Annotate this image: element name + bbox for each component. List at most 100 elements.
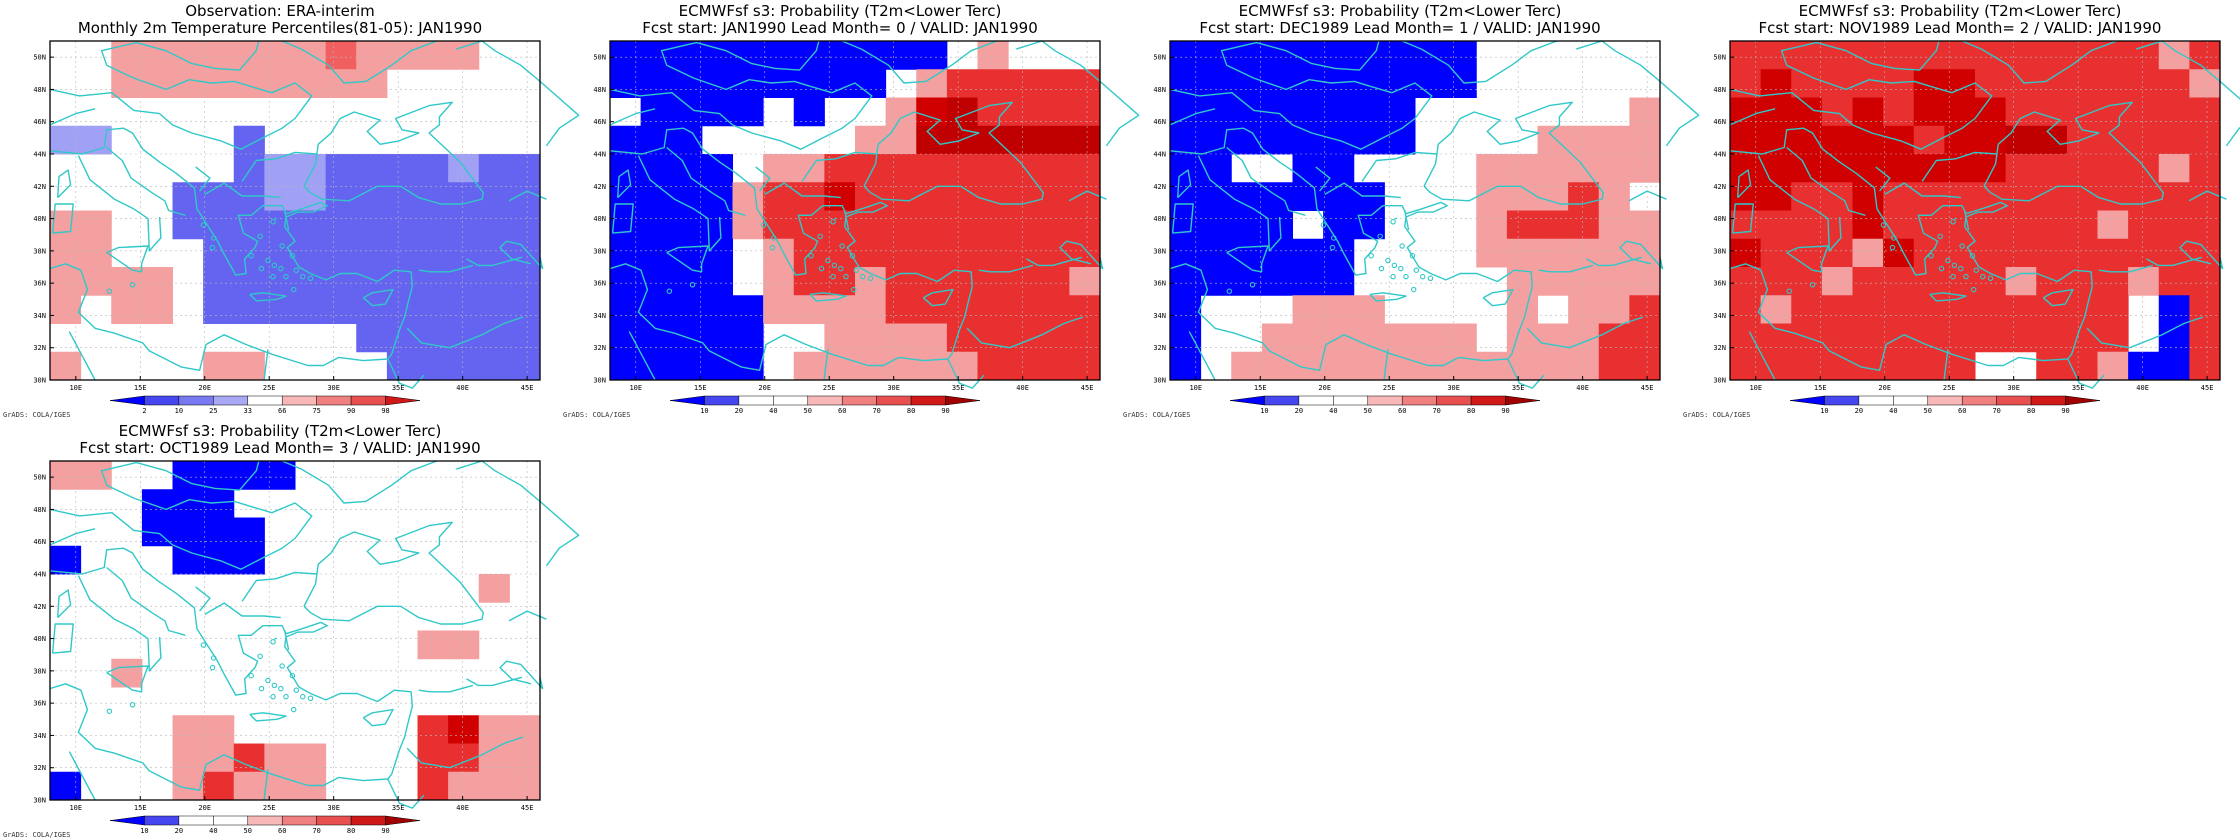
island xyxy=(290,286,297,293)
grid-cell xyxy=(1476,210,1508,240)
coastline xyxy=(455,460,580,567)
colorbar-segment xyxy=(1436,395,1472,406)
grid-cell xyxy=(1323,351,1355,381)
grid-cell xyxy=(1913,69,1945,98)
coastline xyxy=(922,288,954,307)
grid-cell xyxy=(141,295,174,324)
grid-cell xyxy=(1292,267,1324,296)
coastline xyxy=(1507,358,1545,389)
grid-cell xyxy=(1476,154,1508,183)
coastline xyxy=(49,40,313,150)
grid-cell xyxy=(2005,182,2037,211)
coastline xyxy=(1921,151,1997,182)
colorbar-segment xyxy=(1858,395,1894,406)
island xyxy=(1937,233,1943,240)
grid-cell xyxy=(1944,267,1976,296)
grid-cell xyxy=(1231,182,1263,211)
grid-cell xyxy=(1008,154,1040,183)
grid-cell xyxy=(80,267,112,296)
coastline xyxy=(609,127,973,371)
grid-cell xyxy=(203,69,235,98)
colorbar-label: 20 xyxy=(1295,407,1303,415)
lon-tick-label: 20E xyxy=(1318,384,1331,392)
grid-cell xyxy=(1200,267,1232,296)
grid-cell xyxy=(2066,238,2099,268)
grid-cell xyxy=(1913,267,1945,296)
grid-cell xyxy=(793,69,825,98)
lon-tick-label: 20E xyxy=(198,384,211,392)
coastline xyxy=(106,665,149,693)
island xyxy=(271,682,278,689)
lat-tick-label: 46N xyxy=(33,538,46,546)
grid-cell xyxy=(1038,154,1070,183)
coastline xyxy=(204,602,281,619)
coastline xyxy=(666,245,709,273)
coastline xyxy=(406,316,524,349)
grid-cell xyxy=(1791,41,1823,70)
grid-cell xyxy=(1568,182,1600,211)
grid-cell xyxy=(763,295,795,324)
grid-cell xyxy=(1791,238,1823,268)
colorbar-segment xyxy=(1996,395,2032,406)
grads-credit: GrADS: COLA/IGES xyxy=(3,411,71,419)
grid-cell xyxy=(1476,351,1508,381)
colorbar-label: 75 xyxy=(312,407,320,415)
grid-cell xyxy=(478,715,510,744)
coastline xyxy=(1943,349,1949,381)
grid-cell xyxy=(386,323,419,353)
island xyxy=(1945,257,1951,264)
grid-cell xyxy=(1069,351,1101,381)
lon-tick-label: 15E xyxy=(134,384,147,392)
coastline xyxy=(2042,288,2074,307)
island xyxy=(289,252,296,259)
grid-cell xyxy=(2158,295,2190,324)
lat-tick-label: 42N xyxy=(33,183,46,191)
grid-cell xyxy=(671,69,703,98)
grid-cell xyxy=(916,210,948,240)
grid-cell xyxy=(701,69,734,98)
grid-cell xyxy=(1323,41,1355,70)
grid-cell xyxy=(2066,295,2099,324)
coastline xyxy=(284,210,290,231)
grid-cell xyxy=(2005,210,2037,240)
coastline xyxy=(1729,127,2093,371)
grid-cell xyxy=(916,295,948,324)
grid-cell xyxy=(1323,97,1355,127)
grid-cell xyxy=(50,210,82,240)
coastline xyxy=(49,547,413,791)
grid-cell xyxy=(1821,125,1854,155)
grid-cell xyxy=(172,69,204,98)
colorbar-label: 50 xyxy=(244,827,252,835)
grid-cell xyxy=(2158,125,2190,155)
grid-cell xyxy=(946,154,979,183)
colorbar-segment xyxy=(1961,395,1997,406)
grid-cell xyxy=(1730,267,1762,296)
grid-cell xyxy=(50,461,82,490)
lon-tick-label: 15E xyxy=(694,384,707,392)
grid-cell xyxy=(1069,125,1101,155)
lat-tick-label: 30N xyxy=(1713,377,1726,385)
colorbar-label: 98 xyxy=(381,407,389,415)
colorbar-label: 90 xyxy=(2061,407,2069,415)
grid-cell xyxy=(1975,41,2007,70)
grid-cell xyxy=(855,41,887,70)
grid-cell xyxy=(1038,69,1070,98)
grid-cell xyxy=(1791,351,1823,381)
colorbar-segment xyxy=(178,395,214,406)
island xyxy=(279,243,285,249)
grid-cell xyxy=(203,351,235,381)
coastline xyxy=(51,203,74,234)
grid-cell xyxy=(2189,267,2221,296)
grid-cell xyxy=(1883,41,1915,70)
grid-cell xyxy=(1231,351,1263,381)
grid-cell xyxy=(2097,182,2129,211)
coastline xyxy=(1401,40,1558,84)
coastline xyxy=(406,736,524,769)
grid-cell xyxy=(172,715,204,744)
grid-cell xyxy=(701,210,734,240)
grid-cell xyxy=(141,267,174,296)
grid-cell xyxy=(172,210,204,240)
coastline xyxy=(2086,316,2204,349)
coastline xyxy=(1929,292,1967,302)
grid-cell xyxy=(1537,323,1569,353)
